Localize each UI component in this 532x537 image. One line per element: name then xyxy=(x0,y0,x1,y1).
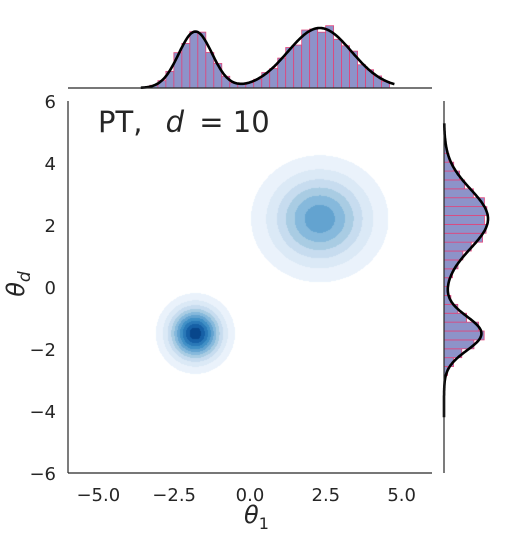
top-hist-bar xyxy=(206,52,214,88)
top-hist-bar xyxy=(318,32,326,88)
kde-contour-fill xyxy=(68,101,432,473)
x-axis-label-sub: 1 xyxy=(259,514,269,532)
right-hist-bar xyxy=(444,242,471,251)
right-hist-bar xyxy=(444,331,484,340)
y-axis-label-sub: d xyxy=(15,271,35,282)
y-axis-label-base: θ xyxy=(2,282,30,297)
top-hist-bar xyxy=(190,32,198,88)
right-hist-bar xyxy=(444,215,484,224)
x-tick-label: 5.0 xyxy=(387,485,416,506)
right-hist-bar xyxy=(444,224,486,233)
contour-layer xyxy=(68,101,432,473)
y-tick-label: 0 xyxy=(45,278,56,299)
top-marginal xyxy=(68,26,432,88)
right-hist-bar xyxy=(444,322,479,331)
top-hist-bar xyxy=(294,45,302,88)
top-hist-bar xyxy=(270,69,278,88)
right-marginal xyxy=(444,101,488,473)
top-hist-bar xyxy=(310,29,318,88)
y-axis-label: θd xyxy=(2,271,35,297)
chart-annotation: PT, d = 10 xyxy=(98,105,270,139)
top-hist-bar xyxy=(334,39,342,88)
x-axis-label: θ1 xyxy=(244,501,269,532)
y-tick-label: −2 xyxy=(29,340,56,361)
top-hist-bar xyxy=(358,65,366,88)
right-hist-bar xyxy=(444,189,473,198)
x-tick-label: −2.5 xyxy=(152,485,196,506)
x-tick-label: −5.0 xyxy=(76,485,120,506)
annotation-prefix: PT, xyxy=(98,105,142,139)
right-hist-bar xyxy=(444,180,465,189)
y-tick-label: 2 xyxy=(45,216,56,237)
right-hist-bar xyxy=(444,207,487,216)
x-axis-label-base: θ xyxy=(244,501,259,529)
y-tick-label: −6 xyxy=(29,464,56,485)
top-hist-bar xyxy=(326,26,334,88)
svg-text:θd: θd xyxy=(2,271,35,297)
y-tick-label: 6 xyxy=(45,92,56,113)
annotation-var: d xyxy=(166,105,185,139)
x-tick-label: 2.5 xyxy=(312,485,341,506)
top-hist-bar xyxy=(342,46,350,88)
top-hist-bar xyxy=(182,43,190,88)
y-tick-label: 4 xyxy=(45,154,56,175)
top-hist-bar xyxy=(302,30,310,88)
annotation-rest: = 10 xyxy=(199,105,269,139)
y-tick-label: −4 xyxy=(29,402,56,423)
